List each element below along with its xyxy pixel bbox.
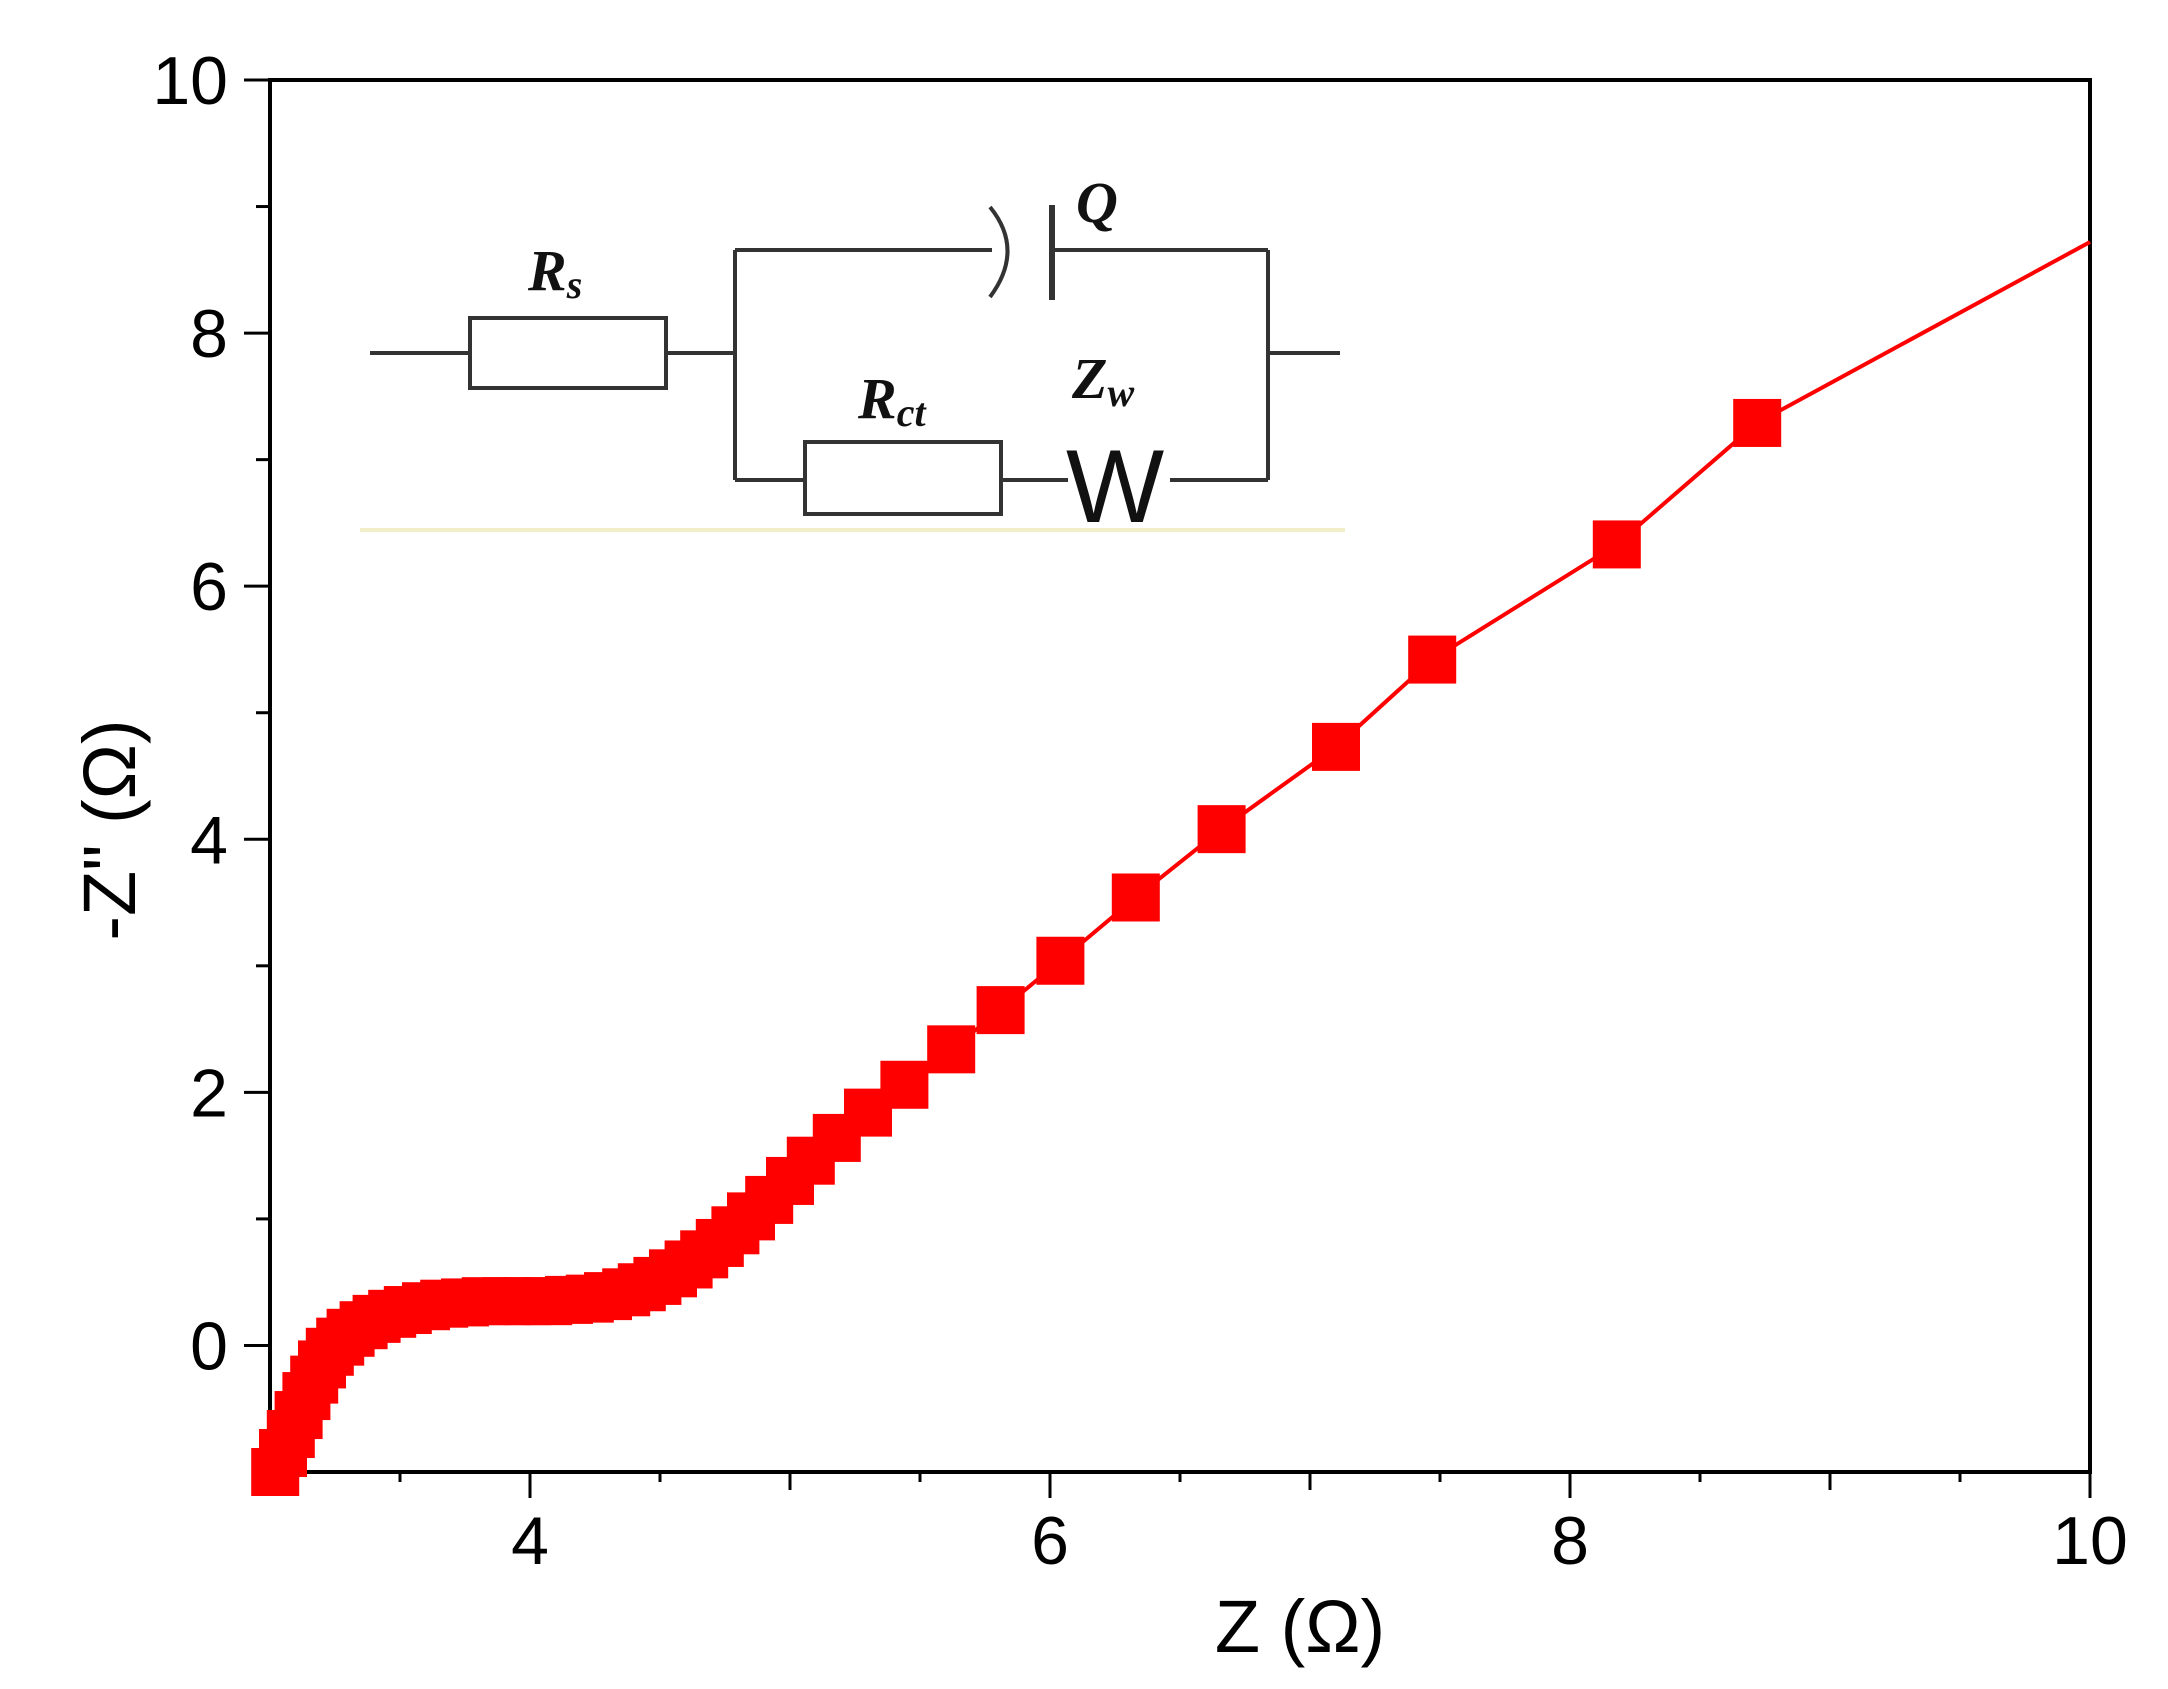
data-point [1408, 635, 1457, 684]
x-axis-ticks: 4 6 8 10 [268, 1472, 2128, 1579]
equivalent-circuit-inset [360, 205, 1345, 532]
y-tick-label: 2 [190, 1055, 228, 1131]
y-tick-label: 0 [190, 1308, 228, 1384]
data-point [976, 986, 1025, 1035]
rs-label: Rs [527, 238, 582, 307]
x-tick-label: 4 [511, 1503, 549, 1579]
x-tick-label: 8 [1551, 1503, 1589, 1579]
data-point [880, 1060, 929, 1109]
data-point [1197, 805, 1246, 854]
data-point [1733, 398, 1782, 447]
rct-label: Rct [857, 366, 927, 435]
data-point [1592, 520, 1641, 569]
y-axis-title: -Z" (Ω) [68, 719, 151, 940]
circuit-labels: Rs Q Rct Zw W [527, 170, 1164, 545]
x-tick-label: 6 [1031, 1503, 1069, 1579]
y-tick-label: 4 [190, 802, 228, 878]
data-point [1312, 722, 1360, 771]
zw-label: Zw [1071, 346, 1134, 415]
data-point [1111, 873, 1160, 922]
data-point [927, 1025, 976, 1074]
y-axis-ticks: 0 2 4 6 8 10 [152, 43, 270, 1474]
cpe-element-q [988, 205, 1010, 299]
data-point [1036, 936, 1085, 985]
rs-resistor [468, 316, 668, 390]
warburg-element-w: W [1066, 429, 1164, 545]
q-label: Q [1076, 170, 1118, 235]
x-tick-label: 10 [2052, 1503, 2128, 1579]
y-tick-label: 10 [152, 43, 228, 119]
data-points-layer [251, 398, 1782, 1496]
x-axis-title: Z (Ω) [1215, 1585, 1385, 1668]
rct-resistor [803, 440, 1003, 516]
y-tick-label: 8 [190, 296, 228, 372]
y-tick-label: 6 [190, 549, 228, 625]
